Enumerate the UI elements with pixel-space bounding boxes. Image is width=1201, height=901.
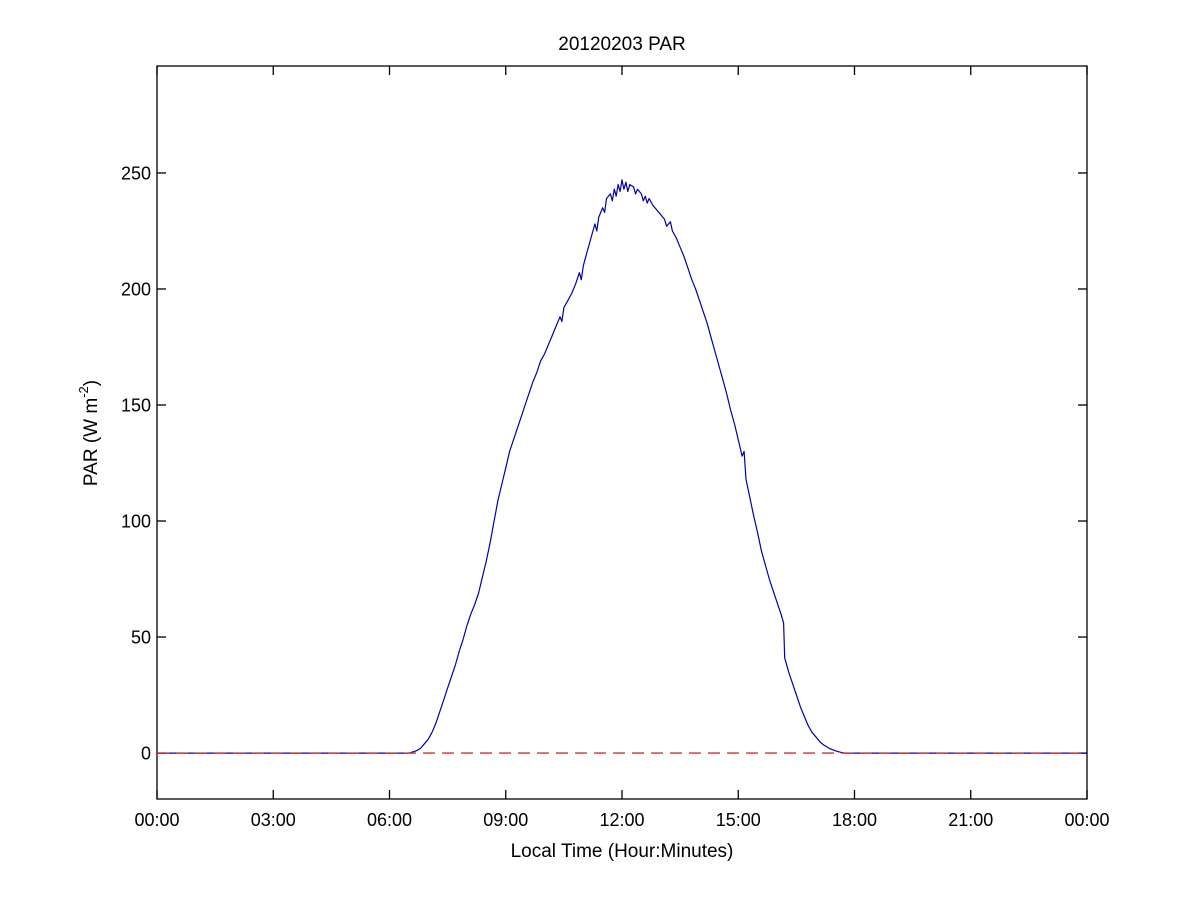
x-tick-label: 18:00 <box>832 810 877 830</box>
x-tick-label: 09:00 <box>483 810 528 830</box>
y-tick-label: 200 <box>121 279 151 299</box>
x-tick-label: 21:00 <box>948 810 993 830</box>
x-axis-label: Local Time (Hour:Minutes) <box>511 841 734 862</box>
par-data-line <box>157 179 1087 754</box>
x-tick-label: 00:00 <box>134 810 179 830</box>
plot-area: 00:00 03:00 06:00 09:00 12:00 15:00 18:00 21:00… <box>121 65 1110 830</box>
y-tick-label: 0 <box>141 744 151 764</box>
y-axis-label: PAR (W m-2) <box>76 380 102 486</box>
y-axis-label-main: PAR (W m <box>81 398 102 486</box>
y-tick-label: 100 <box>121 512 151 532</box>
y-axis-label-close: ) <box>81 380 102 386</box>
y-tick-label: 150 <box>121 396 151 416</box>
y-tick-label: 250 <box>121 163 151 183</box>
x-tick-label: 03:00 <box>251 810 296 830</box>
x-tick-label: 00:00 <box>1064 810 1109 830</box>
y-axis-label-superscript: -2 <box>76 386 91 398</box>
x-tick-label: 12:00 <box>599 810 644 830</box>
x-tick-label: 06:00 <box>367 810 412 830</box>
x-tick-label: 15:00 <box>716 810 761 830</box>
axes-box <box>156 65 1088 800</box>
chart-title: 20120203 PAR <box>558 34 685 55</box>
y-tick-label: 50 <box>131 628 151 648</box>
